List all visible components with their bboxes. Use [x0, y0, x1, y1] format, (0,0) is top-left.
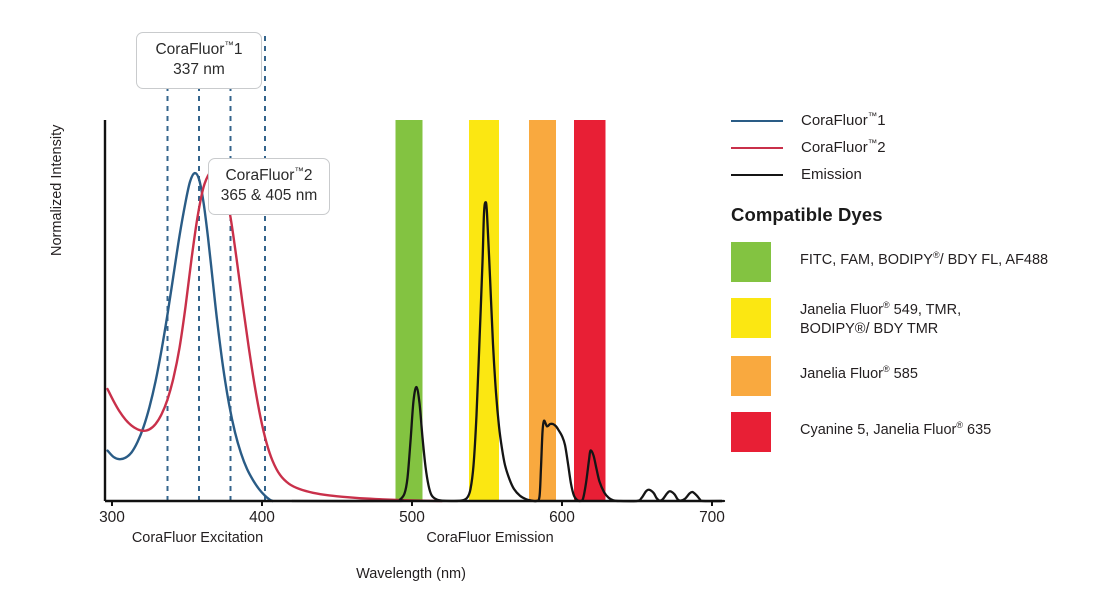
yellow-band — [469, 120, 499, 501]
dye-label-text: Cyanine 5, Janelia Fluor — [800, 421, 957, 438]
callout-corafluor1-line2: 337 nm — [173, 60, 225, 78]
legend-row-1[interactable]: CoraFluor™1 — [731, 107, 1103, 134]
trademark-symbol: ™ — [867, 111, 878, 122]
dye-color-swatch — [731, 242, 771, 282]
dye-label-line2: BODIPY®/ BDY TMR — [800, 321, 939, 338]
dye-row-4[interactable]: Cyanine 5, Janelia Fluor® 635 — [731, 411, 1103, 452]
dye-label-text-cont: / BDY FL, AF488 — [939, 252, 1049, 268]
green-band — [395, 120, 423, 501]
callout-corafluor1: CoraFluor™1 337 nm — [136, 32, 262, 89]
dye-label-text-cont: 635 — [963, 421, 992, 438]
trademark-symbol: ™ — [294, 165, 304, 177]
dye-label-3: Janelia Fluor® 585 — [800, 356, 918, 384]
x-tick-label-400: 400 — [249, 509, 275, 526]
compatible-dyes-heading: Compatible Dyes — [731, 204, 883, 225]
dye-row-3[interactable]: Janelia Fluor® 585 — [731, 355, 1103, 396]
callout-corafluor2-line2: 365 & 405 nm — [220, 186, 318, 204]
dye-color-swatch — [731, 355, 771, 396]
registered-symbol: ® — [883, 300, 890, 311]
dye-label-line1: FITC, FAM, BODIPY®/ BDY FL, AF488 — [800, 250, 1049, 268]
registered-symbol: ® — [956, 419, 964, 430]
dye-row-1[interactable]: FITC, FAM, BODIPY®/ BDY FL, AF488 — [731, 242, 1103, 282]
x-tick-label-700: 700 — [699, 509, 725, 526]
legend-label-3: Emission — [801, 166, 862, 183]
legend-row-2[interactable]: CoraFluor™2 — [731, 134, 1103, 161]
red-band — [574, 120, 606, 501]
right-panel: CoraFluor™1 CoraFluor™2 Emission Compatibl… — [731, 107, 1103, 468]
dye-color-swatch — [731, 411, 771, 452]
dye-row-2[interactable]: Janelia Fluor® 549, TMR, BODIPY®/ BDY TMR — [731, 298, 1103, 340]
series-curve-1 — [106, 171, 274, 503]
legend-label-1: CoraFluor™1 — [801, 112, 886, 129]
legend-label-base: CoraFluor — [801, 112, 868, 129]
legend-label-suffix: 2 — [877, 139, 886, 156]
x-axis-sublabel-emission: CoraFluor Emission — [426, 530, 554, 546]
series-curve-3 — [290, 201, 726, 503]
dye-label-text: Janelia Fluor — [800, 365, 884, 382]
callout-corafluor2-line1: CoraFluor™2 — [225, 165, 313, 184]
dye-label-text-cont: 549, TMR, — [889, 302, 962, 318]
dye-label-1: FITC, FAM, BODIPY®/ BDY FL, AF488 — [800, 242, 1048, 270]
dye-label-line1: Janelia Fluor® 585 — [800, 363, 918, 382]
dye-label-2: Janelia Fluor® 549, TMR, BODIPY®/ BDY TMR — [800, 298, 961, 340]
legend-label-suffix: 1 — [877, 112, 886, 129]
y-axis-title: Normalized Intensity — [49, 124, 65, 256]
series-curve-2 — [106, 167, 444, 503]
x-axis-sublabel-excitation: CoraFluor Excitation — [131, 530, 264, 546]
compatible-dyes-list: FITC, FAM, BODIPY®/ BDY FL, AF488 Janelia… — [731, 242, 1103, 452]
line-swatch-icon — [731, 119, 783, 122]
registered-symbol: ® — [932, 250, 940, 261]
dye-label-text: FITC, FAM, BODIPY — [800, 252, 933, 268]
legend-label-base: CoraFluor — [801, 139, 868, 156]
x-tick-label-300: 300 — [99, 509, 125, 526]
legend-row-3[interactable]: Emission — [731, 161, 1103, 188]
x-axis-title: Wavelength (nm) — [356, 566, 466, 582]
dye-label-line1: Cyanine 5, Janelia Fluor® 635 — [800, 419, 992, 438]
x-tick-label-600: 600 — [549, 509, 575, 526]
registered-symbol: ® — [883, 363, 890, 374]
legend-label-2: CoraFluor™2 — [801, 139, 886, 156]
dye-label-4: Cyanine 5, Janelia Fluor® 635 — [800, 412, 991, 440]
line-swatch-icon — [731, 173, 783, 176]
callout-corafluor1-line1: CoraFluor™1 — [155, 39, 243, 58]
dye-color-swatch — [731, 298, 771, 338]
dye-label-text-cont: 585 — [889, 365, 918, 382]
legend-label-base: Emission — [801, 166, 862, 183]
trademark-symbol: ™ — [224, 39, 234, 51]
line-swatch-icon — [731, 146, 783, 149]
dye-label-text: Janelia Fluor — [800, 302, 884, 318]
callout-corafluor2: CoraFluor™2 365 & 405 nm — [208, 158, 330, 215]
x-tick-label-500: 500 — [399, 509, 425, 526]
dye-label-line1: Janelia Fluor® 549, TMR, — [800, 300, 962, 318]
trademark-symbol: ™ — [867, 138, 878, 149]
series-legend: CoraFluor™1 CoraFluor™2 Emission — [731, 107, 1103, 188]
